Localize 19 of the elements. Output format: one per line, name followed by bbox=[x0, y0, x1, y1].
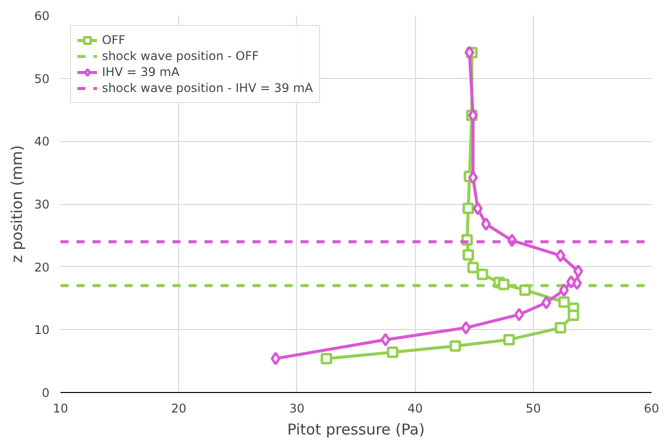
legend-label: shock wave position - OFF bbox=[102, 48, 259, 64]
x-tick-label: 60 bbox=[644, 402, 660, 416]
x-tick-label: 50 bbox=[526, 402, 541, 416]
legend-label: IHV = 39 mA bbox=[102, 64, 180, 80]
y-tick-label: 30 bbox=[34, 198, 50, 212]
y-tick-label: 50 bbox=[34, 72, 50, 86]
y-tick-label: 40 bbox=[34, 134, 50, 149]
x-axis-title: Pitot pressure (Pa) bbox=[287, 420, 425, 438]
y-tick-label: 10 bbox=[34, 323, 50, 338]
y-tick-label: 0 bbox=[42, 386, 50, 400]
x-tick-label: 20 bbox=[171, 402, 186, 416]
x-tick-label: 40 bbox=[407, 402, 423, 416]
legend-label: OFF bbox=[102, 32, 126, 48]
x-tick-label: 10 bbox=[52, 402, 68, 416]
x-tick-label: 30 bbox=[289, 402, 305, 416]
y-tick-label: 60 bbox=[34, 9, 50, 23]
y-tick-label: 20 bbox=[34, 260, 50, 274]
y-axis-title: z position (mm) bbox=[8, 145, 26, 263]
legend-label: shock wave position - IHV = 39 mA bbox=[102, 80, 313, 96]
